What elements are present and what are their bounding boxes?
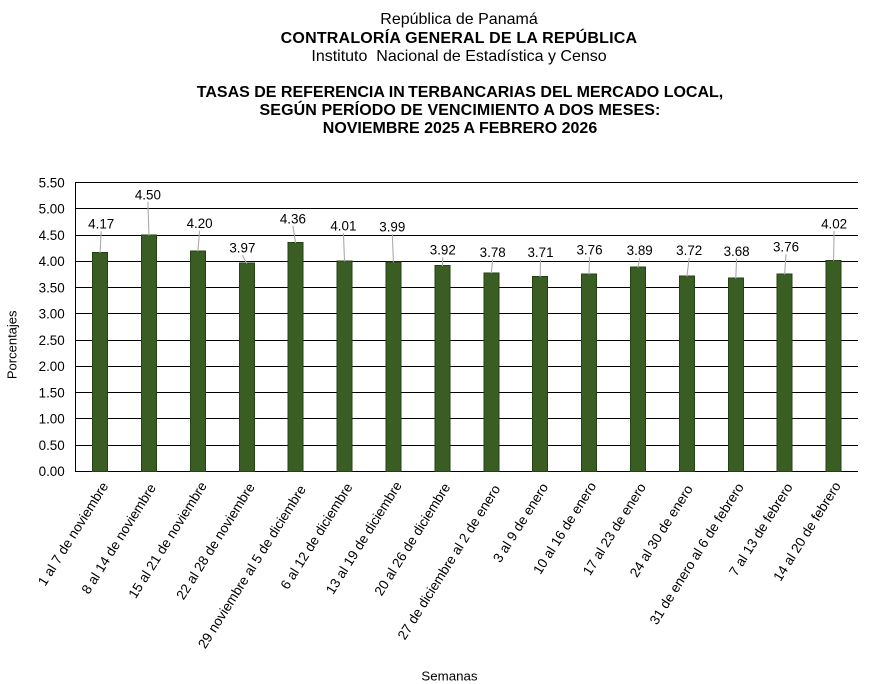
svg-text:4.01: 4.01 (330, 219, 356, 234)
svg-text:5.00: 5.00 (39, 202, 65, 217)
svg-text:3.68: 3.68 (724, 244, 750, 259)
svg-text:4.20: 4.20 (187, 216, 213, 231)
svg-text:2.50: 2.50 (39, 333, 65, 348)
svg-text:4.00: 4.00 (39, 254, 65, 269)
svg-text:Porcentajes: Porcentajes (4, 310, 19, 379)
svg-text:3.72: 3.72 (676, 243, 702, 258)
svg-text:4.50: 4.50 (135, 187, 161, 202)
svg-text:3.71: 3.71 (527, 245, 553, 260)
svg-text:4.36: 4.36 (280, 211, 306, 226)
svg-text:0.50: 0.50 (39, 438, 65, 453)
svg-text:27 de diciembre al 2 de enero: 27 de diciembre al 2 de enero (395, 482, 504, 642)
svg-text:3.99: 3.99 (379, 220, 405, 235)
svg-text:4.02: 4.02 (821, 216, 847, 231)
svg-text:0.00: 0.00 (39, 464, 65, 479)
svg-text:1.00: 1.00 (39, 412, 65, 427)
svg-text:3.50: 3.50 (39, 280, 65, 295)
svg-text:1.50: 1.50 (39, 385, 65, 400)
svg-text:3.78: 3.78 (480, 245, 506, 260)
svg-text:3.76: 3.76 (773, 240, 799, 255)
svg-text:4.50: 4.50 (39, 228, 65, 243)
svg-text:3.00: 3.00 (39, 307, 65, 322)
svg-text:31 de enero al 6 de febrero: 31 de enero al 6 de febrero (647, 480, 747, 627)
svg-text:3.97: 3.97 (229, 241, 255, 256)
svg-text:3.92: 3.92 (430, 243, 456, 258)
svg-text:5.50: 5.50 (39, 175, 65, 190)
svg-text:4.17: 4.17 (88, 217, 114, 232)
svg-text:2.00: 2.00 (39, 359, 65, 374)
svg-text:3.76: 3.76 (576, 243, 602, 258)
svg-text:Semanas: Semanas (421, 668, 478, 683)
svg-text:3.89: 3.89 (627, 243, 653, 258)
